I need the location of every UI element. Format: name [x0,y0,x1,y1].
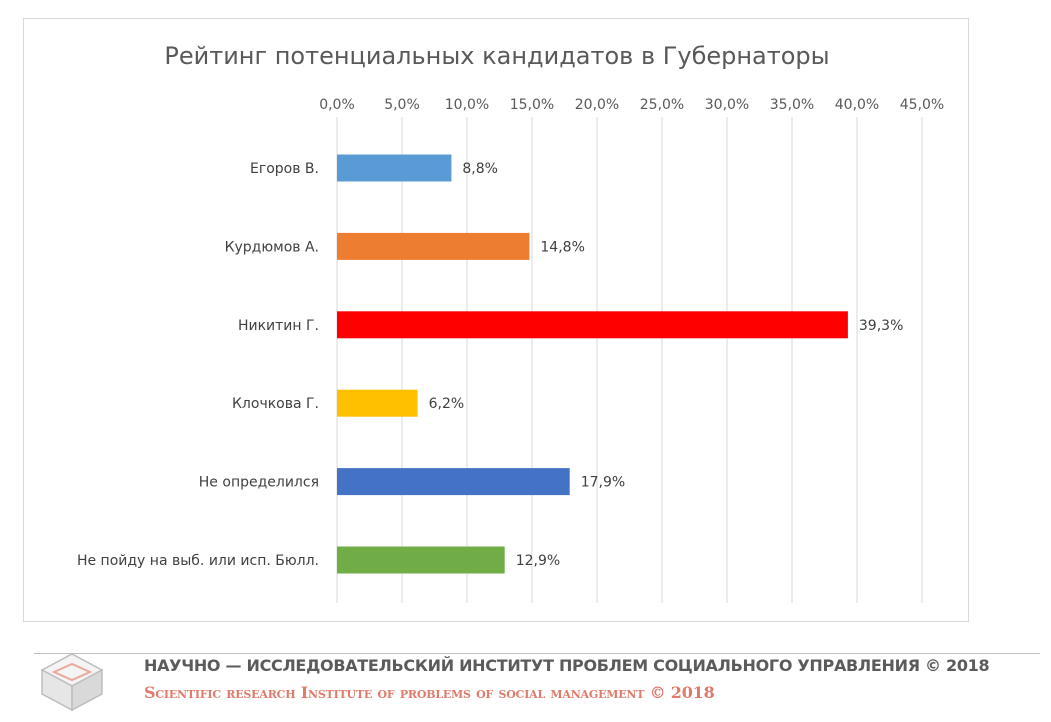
footer-divider [34,653,1040,654]
data-label: 17,9% [581,475,625,491]
x-tick-label: 20,0% [575,97,619,113]
bar [337,154,452,182]
x-tick-label: 30,0% [705,97,749,113]
bar [337,546,505,574]
category-label: Клочкова Г. [232,396,319,412]
bar [337,311,848,339]
x-tick-label: 10,0% [445,97,489,113]
category-label: Не определился [199,475,319,491]
bar [337,468,570,496]
data-label: 14,8% [540,239,584,255]
x-axis-ticks: 0,0% 5,0% 10,0% 15,0% 20,0% 25,0% 30,0% 35,0% 40… [319,97,944,113]
category-labels: Егоров В. Курдюмов А. Никитин Г. Клочкова Г… [77,161,319,569]
bar [337,389,418,417]
data-label: 6,2% [429,396,465,412]
x-tick-label: 45,0% [900,97,944,113]
data-labels: 8,8% 14,8% 39,3% 6,2% 17,9% 12,9% [429,161,904,569]
category-label: Не пойду на выб. или исп. Бюлл. [77,553,319,569]
x-tick-label: 0,0% [319,97,355,113]
x-tick-label: 15,0% [510,97,554,113]
footer-institute-ru: НАУЧНО — ИССЛЕДОВАТЕЛЬСКИЙ ИНСТИТУТ ПРОБ… [144,656,990,675]
chart-title: Рейтинг потенциальных кандидатов в Губер… [164,42,829,70]
gridlines [336,117,923,603]
bar [337,232,530,260]
data-label: 39,3% [859,318,903,334]
chart-frame: Рейтинг потенциальных кандидатов в Губер… [23,18,969,622]
x-tick-label: 40,0% [835,97,879,113]
data-label: 12,9% [516,553,560,569]
x-tick-label: 35,0% [770,97,814,113]
category-label: Никитин Г. [238,318,319,334]
cube-logo-icon [40,653,104,712]
footer-institute-en: Scientific research Institute of problem… [144,683,715,702]
data-label: 8,8% [462,161,498,177]
bars [337,154,848,574]
category-label: Егоров В. [250,161,319,177]
x-tick-label: 5,0% [384,97,420,113]
bar-chart: Рейтинг потенциальных кандидатов в Губер… [77,42,944,603]
category-label: Курдюмов А. [225,239,319,255]
x-tick-label: 25,0% [640,97,684,113]
